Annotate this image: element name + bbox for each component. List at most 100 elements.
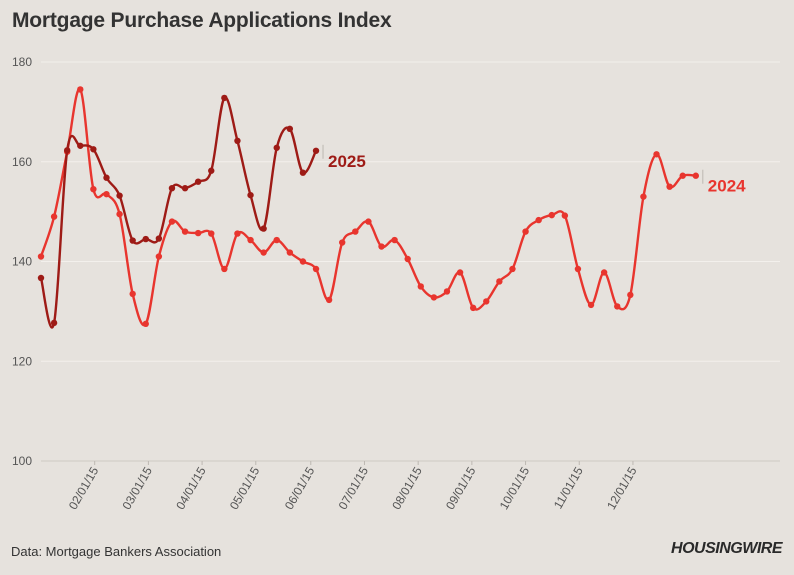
data-point-2024 <box>365 218 372 225</box>
data-point-2024 <box>391 236 398 244</box>
data-point-2024 <box>299 258 307 265</box>
data-point-2025 <box>116 192 123 199</box>
data-point-2024 <box>600 269 608 276</box>
data-point-2025 <box>103 174 110 181</box>
source-note: Data: Mortgage Bankers Association <box>11 544 222 559</box>
x-tick-label: 08/01/15 <box>389 464 425 512</box>
data-point-2025 <box>221 94 228 102</box>
x-axis: 02/01/15 03/01/15 04/01/15 05/01/15 06/01/15… <box>66 461 640 512</box>
data-point-2025 <box>194 178 202 185</box>
data-point-2025 <box>50 319 58 327</box>
data-point-2024 <box>339 239 346 246</box>
chart-series <box>37 86 700 329</box>
y-tick-label: 120 <box>12 354 32 368</box>
data-point-2024 <box>548 211 555 219</box>
data-point-2024 <box>417 283 424 290</box>
data-point-2024 <box>234 230 241 237</box>
x-tick-label: 06/01/15 <box>282 464 318 512</box>
data-point-2024 <box>509 265 516 273</box>
data-point-2024 <box>483 298 490 305</box>
chart-title: Mortgage Purchase Applications Index <box>12 9 392 32</box>
series-labels: 2024 2025 <box>322 144 746 196</box>
data-point-2025 <box>63 147 71 154</box>
data-point-2024 <box>535 216 542 224</box>
data-point-2024 <box>103 190 110 198</box>
data-point-2024 <box>522 228 529 235</box>
series-line-2025 <box>39 96 318 329</box>
data-point-2024 <box>273 236 280 244</box>
data-point-2025 <box>77 142 84 149</box>
data-point-2025 <box>168 184 176 192</box>
chart-grid <box>41 61 780 462</box>
data-point-2024 <box>77 86 84 93</box>
y-tick-label: 100 <box>12 454 32 468</box>
data-point-2024 <box>50 213 58 220</box>
brand-logo: HOUSINGWIRE <box>671 540 782 557</box>
data-point-2025 <box>142 235 149 243</box>
x-tick-label: 10/01/15 <box>497 464 533 512</box>
data-point-2025 <box>234 137 241 145</box>
x-tick-label: 02/01/15 <box>66 464 102 512</box>
data-point-2024 <box>574 265 582 273</box>
data-point-2024 <box>194 229 202 237</box>
data-point-2025 <box>181 184 189 192</box>
x-tick-label: 07/01/15 <box>336 464 372 512</box>
y-tick-label: 140 <box>12 255 32 269</box>
data-point-2024 <box>587 301 595 309</box>
data-point-2025 <box>260 225 267 232</box>
data-point-2024 <box>286 249 294 256</box>
data-point-2024 <box>221 265 228 273</box>
data-point-2024 <box>443 288 451 295</box>
data-point-2024 <box>155 253 163 260</box>
data-point-2025 <box>312 147 320 154</box>
x-tick-label: 11/01/15 <box>551 464 586 511</box>
data-point-2024 <box>469 304 477 312</box>
data-point-2024 <box>325 296 333 304</box>
data-point-2024 <box>666 183 673 190</box>
data-point-2025 <box>273 144 280 151</box>
data-point-2025 <box>37 274 45 282</box>
data-point-2024 <box>378 243 385 250</box>
x-tick-label: 09/01/15 <box>443 464 479 512</box>
y-axis: 100 120 140 160 180 <box>12 55 32 468</box>
data-point-2025 <box>155 235 163 242</box>
data-point-2024 <box>352 228 359 235</box>
data-point-2024 <box>90 185 97 193</box>
data-point-2025 <box>129 237 136 244</box>
data-point-2025 <box>208 167 215 174</box>
data-point-2024 <box>456 269 464 276</box>
data-point-2024 <box>116 210 123 218</box>
data-point-2024 <box>404 255 411 263</box>
x-tick-label: 12/01/15 <box>604 464 640 512</box>
series-label-2025: 2025 <box>328 152 366 171</box>
data-point-2025 <box>286 125 294 133</box>
x-tick-label: 05/01/15 <box>227 464 263 512</box>
data-point-2024 <box>260 249 267 256</box>
y-tick-label: 180 <box>12 55 32 69</box>
data-point-2025 <box>299 169 307 176</box>
data-point-2024 <box>37 253 45 260</box>
data-point-2024 <box>627 291 634 299</box>
data-point-2024 <box>640 193 647 200</box>
data-point-2024 <box>561 212 569 219</box>
series-line-2024 <box>39 88 698 327</box>
y-tick-label: 160 <box>12 155 32 169</box>
data-point-2024 <box>168 218 176 225</box>
data-point-2024 <box>679 172 686 179</box>
data-point-2024 <box>692 172 700 179</box>
data-point-2024 <box>496 278 503 285</box>
data-point-2024 <box>142 320 149 328</box>
data-point-2024 <box>653 151 660 158</box>
data-point-2025 <box>90 146 97 153</box>
data-point-2024 <box>430 294 438 301</box>
x-tick-label: 03/01/15 <box>120 464 156 512</box>
data-point-2024 <box>129 290 136 298</box>
data-point-2025 <box>247 191 254 199</box>
data-point-2024 <box>181 228 189 235</box>
data-point-2024 <box>312 265 320 273</box>
data-point-2024 <box>247 236 254 244</box>
data-point-2024 <box>614 303 621 310</box>
data-point-2024 <box>208 230 215 237</box>
series-label-2024: 2024 <box>708 177 746 196</box>
